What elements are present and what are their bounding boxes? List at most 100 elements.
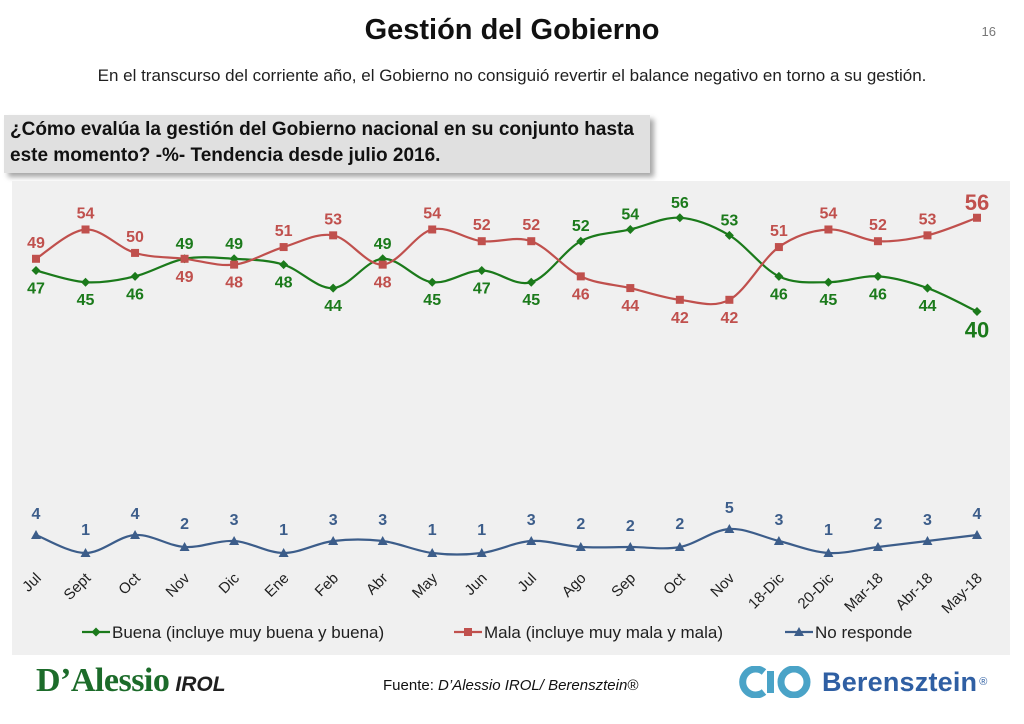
data-point-no-responde	[872, 542, 883, 551]
data-label-mala: 52	[522, 217, 540, 234]
data-label-mala: 56	[965, 190, 989, 215]
legend-marker-buena	[91, 627, 101, 637]
x-tick-label: May-18	[938, 570, 985, 617]
data-point-mala	[32, 254, 40, 263]
source-prefix: Fuente:	[383, 677, 439, 694]
data-point-mala	[180, 254, 189, 263]
x-tick-label: 20-Dic	[795, 569, 838, 612]
data-point-mala	[725, 295, 734, 304]
data-point-mala	[131, 248, 140, 257]
data-label-no-responde: 1	[477, 522, 486, 539]
data-label-buena: 44	[324, 298, 342, 315]
data-point-buena	[526, 277, 536, 287]
data-point-no-responde	[229, 536, 240, 545]
data-label-mala: 53	[324, 211, 342, 228]
data-label-buena: 46	[770, 286, 788, 303]
legend-label-mala: Mala (incluye muy mala y mala)	[484, 623, 723, 642]
data-point-mala	[81, 225, 90, 234]
data-point-mala	[774, 243, 783, 252]
x-tick-label: May	[409, 569, 441, 601]
data-point-mala	[477, 237, 486, 246]
data-label-no-responde: 3	[774, 512, 783, 529]
data-label-buena: 47	[27, 281, 45, 298]
data-label-no-responde: 2	[180, 516, 189, 533]
data-point-mala	[576, 272, 585, 281]
data-point-mala	[230, 260, 239, 269]
data-label-no-responde: 3	[378, 512, 387, 529]
data-label-buena: 54	[621, 206, 639, 223]
data-label-mala: 48	[225, 275, 243, 292]
data-point-buena	[130, 271, 140, 281]
data-point-buena	[922, 283, 932, 293]
data-label-mala: 50	[126, 229, 144, 246]
x-tick-label: Nov	[163, 569, 194, 600]
data-label-mala: 46	[572, 286, 590, 303]
data-point-mala	[675, 295, 684, 304]
data-label-mala: 49	[176, 269, 194, 286]
data-label-buena: 47	[473, 281, 491, 298]
berensztein-logo-text: Berensztein	[822, 666, 978, 697]
data-label-no-responde: 2	[873, 516, 882, 533]
data-point-buena	[328, 283, 338, 293]
data-point-no-responde	[80, 548, 91, 557]
x-tick-label: Jul	[19, 570, 45, 596]
registered-mark: ®	[979, 676, 988, 688]
legend-marker-no-responde	[794, 627, 804, 636]
data-label-no-responde: 3	[527, 512, 536, 529]
x-tick-label: Feb	[312, 570, 342, 600]
data-point-mala	[626, 284, 635, 293]
berensztein-mark-icon	[739, 666, 811, 698]
data-point-no-responde	[179, 542, 190, 551]
line-chart: 4749445541465044949249483485114453349483…	[19, 190, 989, 642]
x-tick-label: Abr	[363, 570, 392, 599]
data-point-no-responde	[823, 548, 834, 557]
page-number: 16	[981, 24, 996, 39]
x-tick-label: 18-Dic	[745, 569, 788, 612]
data-point-no-responde	[724, 524, 735, 533]
data-label-no-responde: 3	[923, 512, 932, 529]
data-point-buena	[774, 271, 784, 281]
data-point-buena	[576, 236, 586, 246]
data-point-no-responde	[625, 542, 636, 551]
x-tick-label: Ago	[559, 570, 590, 601]
x-tick-label: Nov	[707, 569, 738, 600]
x-tick-label: Ene	[262, 570, 293, 601]
source-note: Fuente: D’Alessio IROL/ Berensztein®	[383, 677, 638, 694]
data-point-mala	[428, 225, 437, 234]
legend-label-buena: Buena (incluye muy buena y buena)	[112, 623, 384, 642]
data-label-no-responde: 5	[725, 500, 734, 517]
data-point-no-responde	[328, 536, 339, 545]
data-point-no-responde	[476, 548, 487, 557]
data-label-mala: 54	[423, 205, 441, 222]
data-point-no-responde	[427, 548, 438, 557]
data-point-mala	[973, 213, 981, 222]
data-label-buena: 45	[77, 292, 95, 309]
data-point-mala	[873, 237, 882, 246]
data-point-buena	[279, 260, 289, 270]
slide-title: Gestión del Gobierno	[364, 14, 660, 46]
legend-item-mala: Mala (incluye muy mala y mala)	[454, 623, 723, 642]
irol-logo-text: IROL	[175, 673, 226, 696]
data-label-no-responde: 3	[329, 512, 338, 529]
data-point-no-responde	[526, 536, 537, 545]
data-label-buena: 49	[374, 236, 392, 253]
data-label-mala: 53	[919, 211, 937, 228]
data-label-buena: 53	[720, 212, 738, 229]
data-label-no-responde: 1	[81, 522, 90, 539]
data-label-no-responde: 3	[230, 512, 239, 529]
dalessio-logo: D’Alessio IROL	[36, 662, 226, 700]
data-label-no-responde: 4	[131, 506, 140, 523]
data-label-buena: 45	[522, 292, 540, 309]
data-label-mala: 49	[27, 235, 45, 252]
data-point-no-responde	[773, 536, 784, 545]
data-label-mala: 52	[869, 217, 887, 234]
data-label-buena: 49	[225, 236, 243, 253]
data-label-no-responde: 1	[279, 522, 288, 539]
data-point-mala	[329, 231, 338, 240]
data-point-no-responde	[278, 548, 289, 557]
data-point-buena	[823, 277, 833, 287]
x-tick-label: Sep	[608, 570, 639, 601]
data-point-mala	[824, 225, 833, 234]
data-label-buena: 44	[919, 298, 937, 315]
series-line-mala	[35, 216, 978, 306]
